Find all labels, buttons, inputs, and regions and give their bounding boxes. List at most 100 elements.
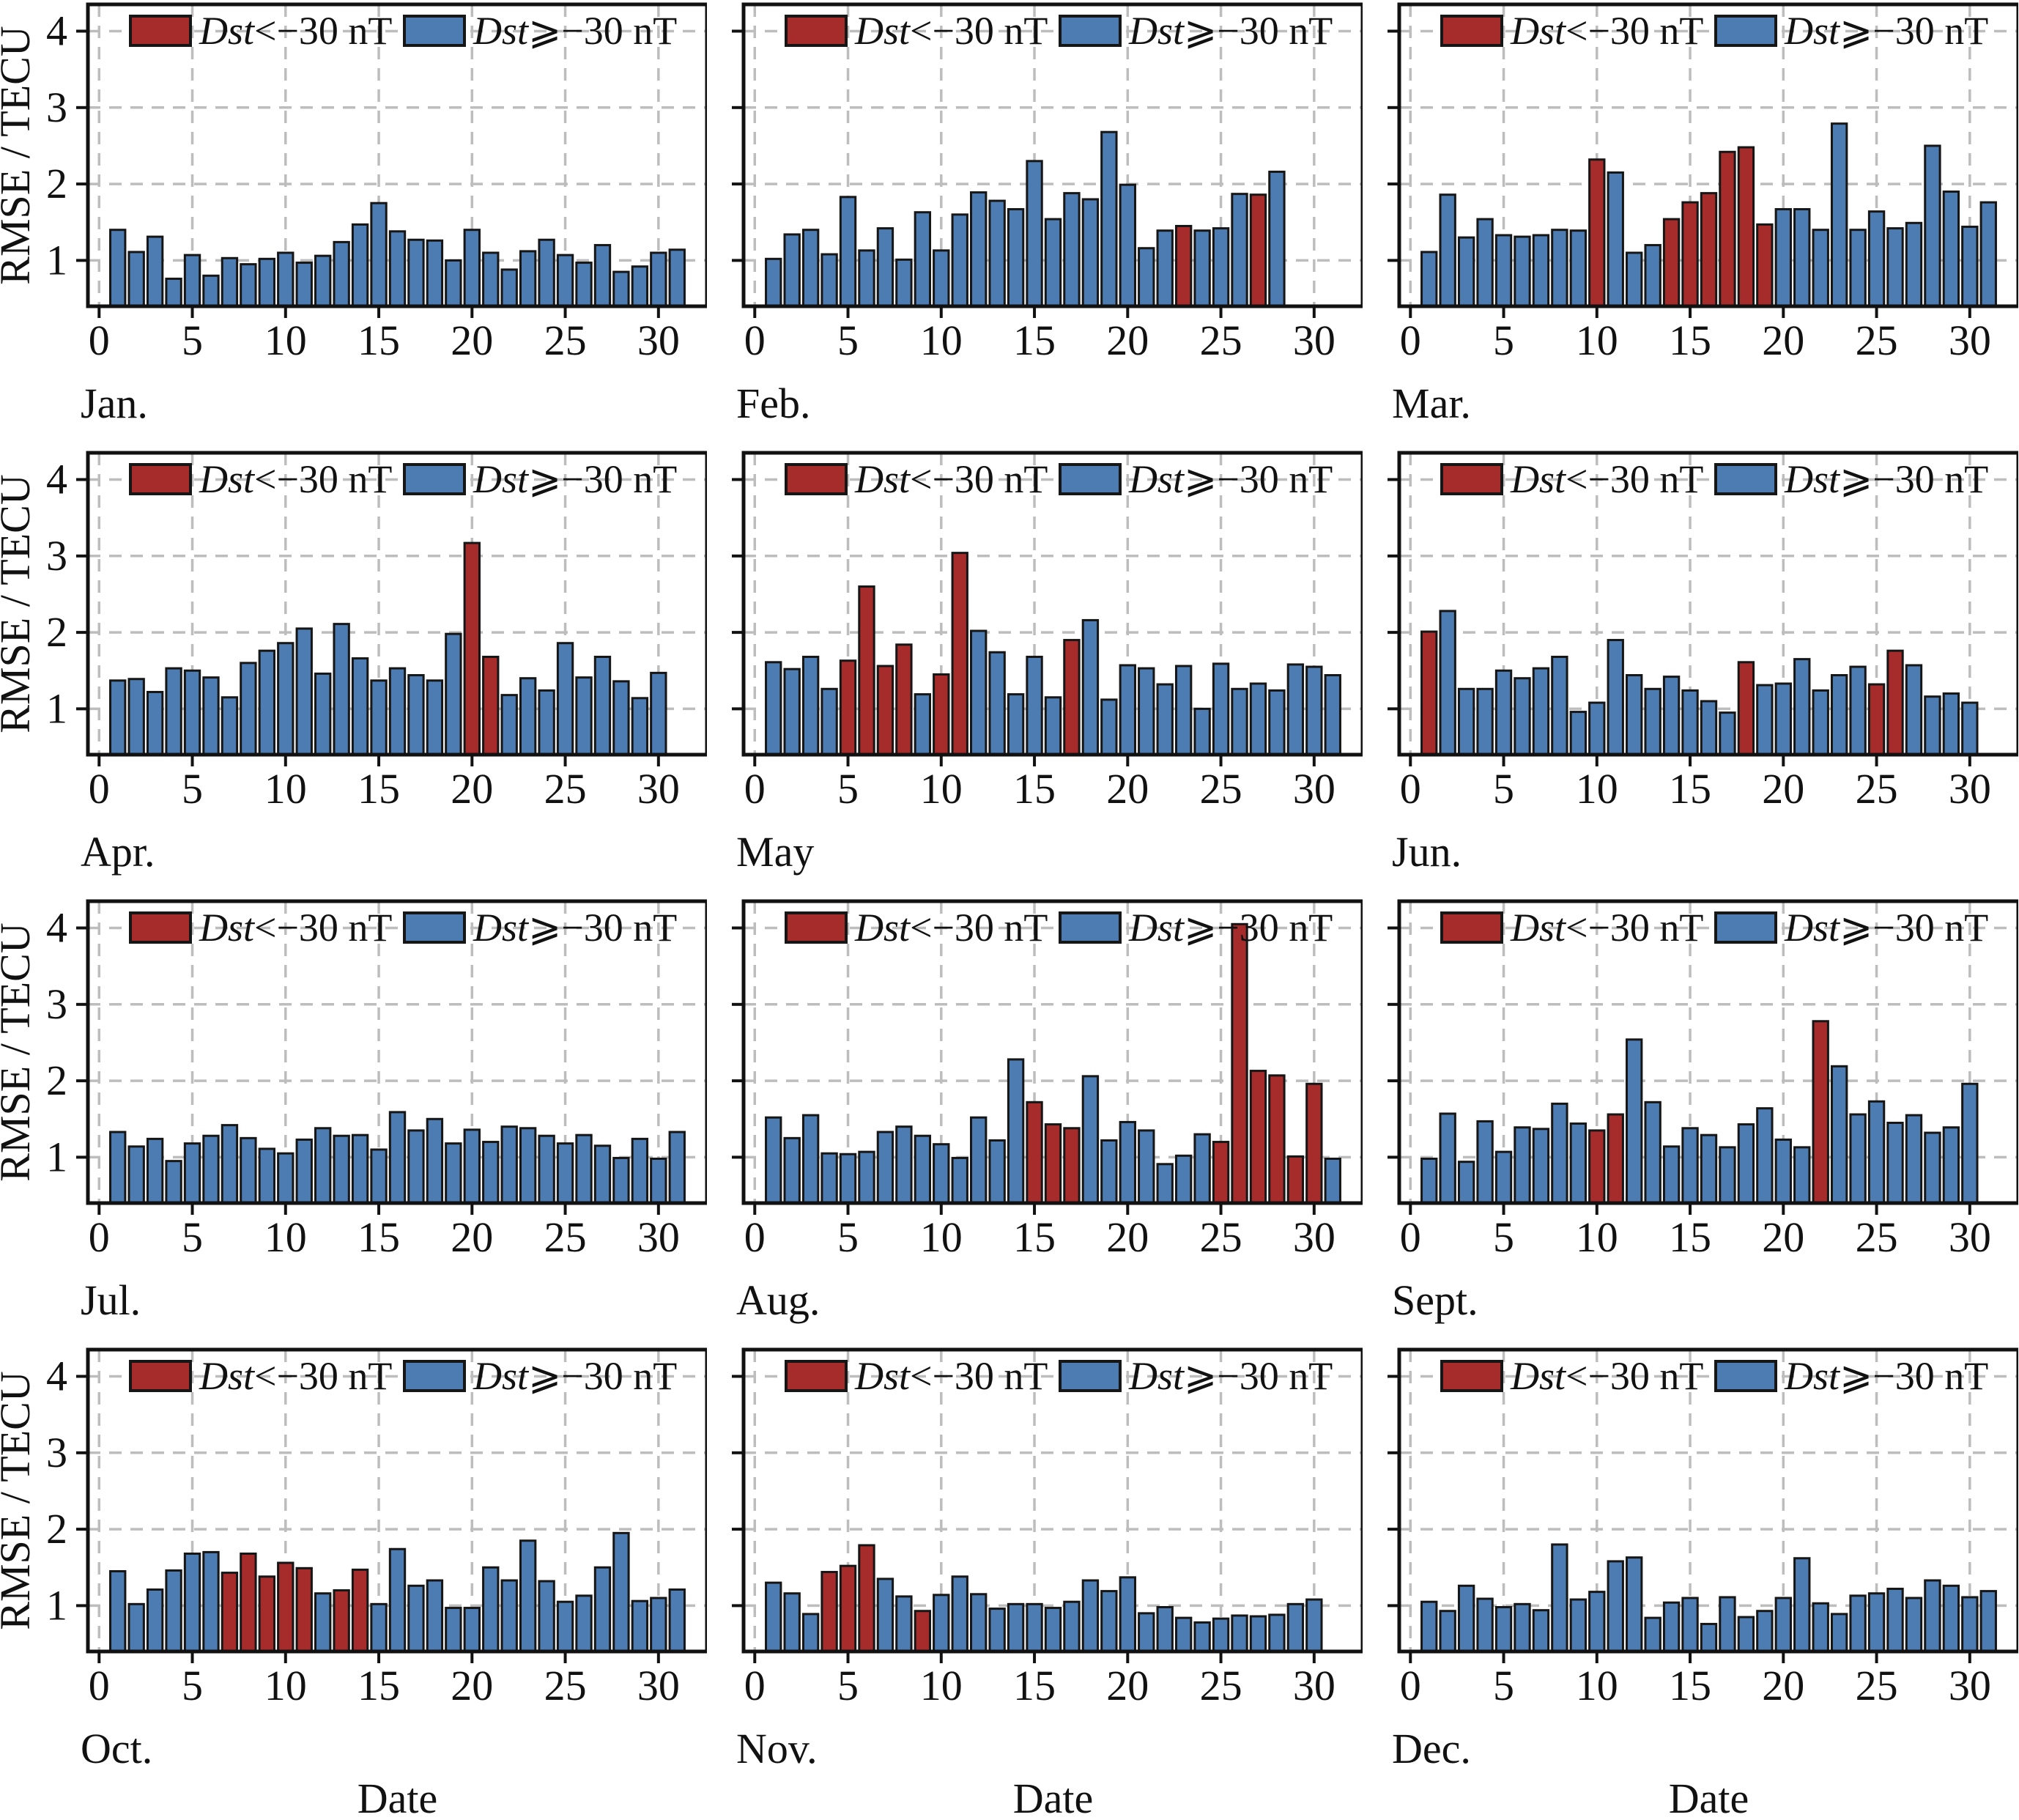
bar-day-21-storm xyxy=(482,655,500,756)
legend-label-quiet: Dst⩾−30 nT xyxy=(1128,1354,1333,1398)
y-tick-label: 4 xyxy=(46,7,67,55)
legend-swatch-quiet xyxy=(1714,463,1777,495)
bar-day-8-quiet xyxy=(1551,655,1568,756)
bar-day-3-quiet xyxy=(801,1114,820,1205)
legend-swatch-storm xyxy=(129,1360,192,1392)
x-tick-label: 30 xyxy=(637,1662,680,1709)
legend-label-storm: Dst<−30 nT xyxy=(854,906,1048,950)
bar-day-22-storm xyxy=(1812,1020,1829,1205)
bar-day-22-quiet xyxy=(1156,683,1174,756)
bar-day-21-quiet xyxy=(1138,667,1155,756)
bar-day-16-quiet xyxy=(388,1547,407,1653)
bar-day-29-quiet xyxy=(1286,663,1305,756)
bars xyxy=(1420,1020,1979,1205)
legend: Dst<−30 nT Dst⩾−30 nT xyxy=(785,906,1333,950)
bar-day-31-quiet xyxy=(1324,1158,1341,1205)
bar-day-18-quiet xyxy=(426,679,444,756)
x-tick-label: 30 xyxy=(1949,765,1991,813)
bar-day-30-quiet xyxy=(650,1158,667,1205)
axis-ticks xyxy=(76,1375,660,1663)
legend-label-italic: Dst xyxy=(199,1354,256,1398)
x-tick-label: 20 xyxy=(451,765,493,813)
x-axis-label: Date xyxy=(358,1775,438,1820)
bar-day-1-quiet xyxy=(109,1569,127,1653)
legend-label-storm: Dst<−30 nT xyxy=(199,1354,392,1398)
y-axis-label: RMSE / TECU xyxy=(0,474,39,733)
bar-day-24-quiet xyxy=(538,1580,555,1653)
bar-day-18-storm xyxy=(1737,661,1755,756)
legend: Dst<−30 nT Dst⩾−30 nT xyxy=(129,457,677,501)
bar-day-27-quiet xyxy=(593,1566,612,1653)
bar-day-10-quiet xyxy=(933,249,950,308)
month-label: Jun. xyxy=(1392,828,1462,876)
bar-day-17-storm xyxy=(1719,150,1736,308)
x-tick-label: 25 xyxy=(544,317,587,364)
legend-label-rest: <−30 nT xyxy=(254,1354,392,1398)
x-tick-label: 5 xyxy=(837,1662,859,1709)
plot-border xyxy=(86,2,707,308)
bar-day-10-quiet xyxy=(1588,1591,1606,1653)
bar-day-2-quiet xyxy=(127,678,145,756)
bar-day-4-quiet xyxy=(165,667,182,756)
legend-swatch-storm xyxy=(1440,463,1503,495)
plot-border xyxy=(1397,451,2018,757)
x-tick-label: 25 xyxy=(1856,317,1898,364)
bar-day-15-quiet xyxy=(370,201,388,308)
bar-day-18-quiet xyxy=(1081,618,1100,756)
bar-day-19-quiet xyxy=(445,632,462,756)
legend-label-italic: Dst xyxy=(199,906,256,950)
x-tick-label: 15 xyxy=(1669,1662,1711,1709)
bar-day-4-quiet xyxy=(165,1569,182,1653)
bar-day-14-quiet xyxy=(351,657,369,756)
bar-day-18-storm xyxy=(1737,146,1755,308)
bar-day-17-quiet xyxy=(407,1584,425,1653)
plot-border xyxy=(86,899,707,1205)
bar-day-11-quiet xyxy=(951,1575,968,1653)
bar-day-28-quiet xyxy=(612,1531,630,1653)
bar-day-16-quiet xyxy=(388,230,407,308)
bar-day-30-storm xyxy=(1305,1082,1323,1205)
bar-day-16-storm xyxy=(1700,192,1718,308)
bar-day-17-quiet xyxy=(407,1129,425,1205)
axis-ticks xyxy=(76,926,660,1215)
bar-day-8-quiet xyxy=(240,1136,257,1205)
bar-day-2-quiet xyxy=(783,667,801,756)
bar-day-11-quiet xyxy=(295,262,313,308)
bar-day-29-storm xyxy=(1286,1155,1305,1205)
bar-day-1-quiet xyxy=(765,1581,782,1653)
bar-day-28-quiet xyxy=(1924,695,1941,756)
x-tick-label: 10 xyxy=(920,765,963,813)
bar-day-25-quiet xyxy=(556,1142,574,1205)
bar-day-7-quiet xyxy=(221,256,239,308)
x-tick-label: 0 xyxy=(1400,1662,1421,1709)
bar-day-22-quiet xyxy=(1812,229,1829,308)
bar-day-26-quiet xyxy=(1231,193,1248,308)
bar-day-20-quiet xyxy=(463,1128,481,1205)
bar-day-2-quiet xyxy=(1439,610,1456,756)
bar-day-25-quiet xyxy=(556,254,574,308)
bar-day-3-quiet xyxy=(1457,1161,1475,1205)
bar-day-13-quiet xyxy=(988,199,1006,308)
legend-swatch-storm xyxy=(785,15,848,47)
bar-day-4-quiet xyxy=(165,277,182,308)
legend-label-italic: Dst xyxy=(1510,906,1567,950)
x-tick-label: 15 xyxy=(1013,1662,1056,1709)
bar-day-25-quiet xyxy=(1867,1100,1886,1205)
bar-day-6-quiet xyxy=(202,1134,220,1205)
legend-label-rest: ⩾−30 nT xyxy=(528,1354,677,1398)
legend-swatch-storm xyxy=(785,1360,848,1392)
x-tick-label: 20 xyxy=(1106,765,1149,813)
x-tick-label: 30 xyxy=(1949,317,1991,364)
bar-day-17-quiet xyxy=(407,674,425,756)
bar-day-16-quiet xyxy=(388,1111,407,1205)
bar-day-9-quiet xyxy=(1569,711,1588,756)
y-tick-label: 3 xyxy=(46,1429,67,1476)
bar-day-28-quiet xyxy=(1924,1579,1941,1653)
month-label: Oct. xyxy=(81,1725,152,1772)
bar-day-9-quiet xyxy=(1569,1122,1588,1205)
bar-day-8-quiet xyxy=(240,263,257,308)
bar-day-9-quiet xyxy=(914,1134,932,1205)
bar-day-1-quiet xyxy=(1420,251,1438,308)
bar-day-3-quiet xyxy=(146,690,164,756)
